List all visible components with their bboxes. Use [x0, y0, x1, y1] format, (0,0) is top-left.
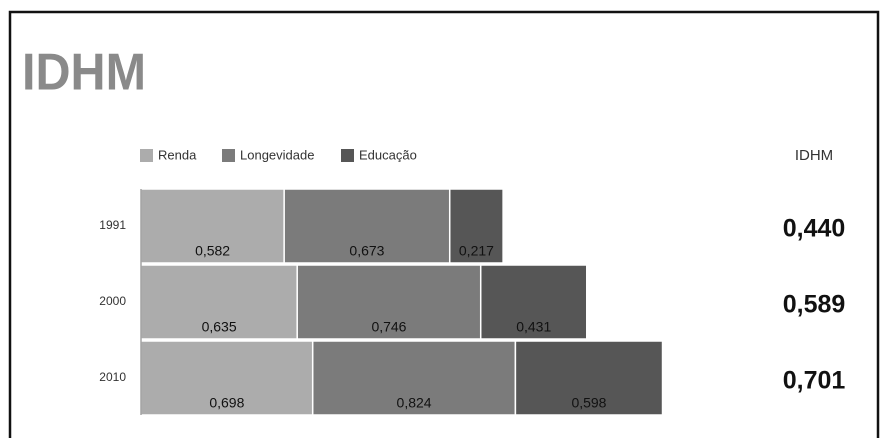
y-tick-label: 1991 — [99, 218, 126, 232]
value-label: 0,582 — [195, 243, 230, 259]
bar-segment — [448, 188, 504, 264]
bar-segment — [283, 188, 451, 264]
value-label: 0,698 — [209, 395, 244, 411]
value-label: 0,598 — [571, 395, 606, 411]
value-label: 0,824 — [397, 395, 432, 411]
bar-segment — [514, 340, 664, 416]
value-label: 0,217 — [459, 243, 494, 259]
idhm-header: IDHM — [795, 147, 833, 164]
value-label: 0,746 — [371, 319, 406, 335]
y-tick-label: 2000 — [99, 294, 126, 308]
value-label: 0,673 — [349, 243, 384, 259]
bar-segment — [140, 188, 285, 264]
bar-segment — [479, 264, 588, 340]
legend-swatch — [341, 149, 354, 162]
legend-label: Educação — [359, 147, 417, 162]
legend-swatch — [222, 149, 235, 162]
legend-label: Renda — [158, 147, 197, 162]
chart-title: IDHM — [22, 44, 146, 102]
value-label: 0,431 — [516, 319, 551, 335]
y-tick-label: 2010 — [99, 370, 126, 384]
legend-label: Longevidade — [240, 147, 314, 162]
legend-swatch — [140, 149, 153, 162]
value-label: 0,635 — [202, 319, 237, 335]
idhm-value: 0,440 — [783, 215, 846, 243]
idhm-value: 0,589 — [783, 291, 846, 319]
idhm-value: 0,701 — [783, 367, 846, 395]
bar-segment — [296, 264, 482, 340]
